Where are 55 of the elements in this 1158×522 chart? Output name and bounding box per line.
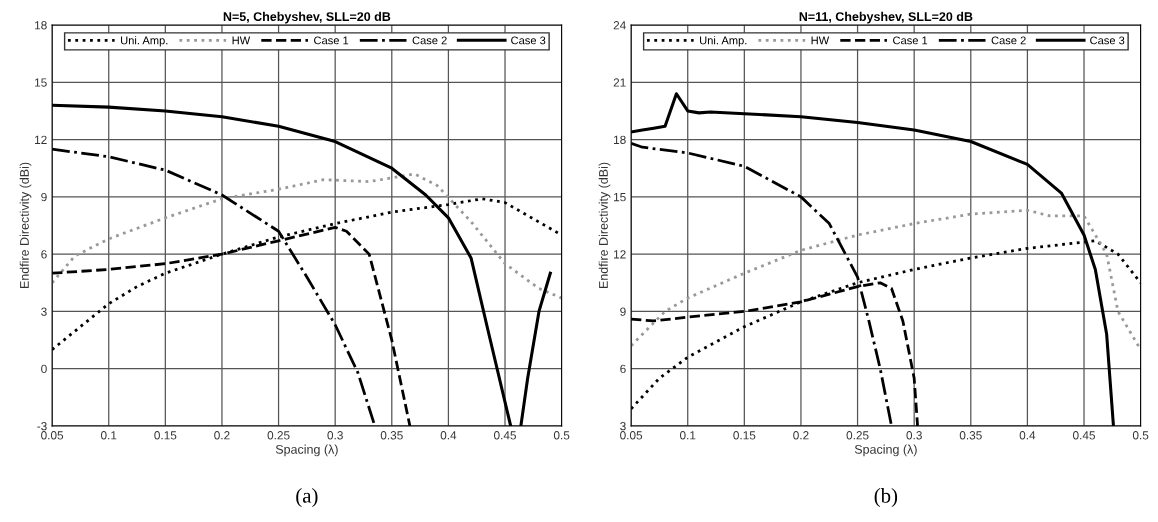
y-tick-label: 6 [620, 364, 626, 374]
y-tick-label: -3 [37, 421, 47, 431]
x-tick-label: 0.15 [733, 431, 756, 440]
text: (a) [296, 488, 318, 507]
legend-label: Uni. Amp. [700, 36, 747, 47]
legend-label: Uni. Amp. [121, 36, 168, 47]
x-tick-label: 0.15 [154, 431, 177, 440]
y-tick-label: 12 [614, 250, 626, 259]
legend-label: HW [232, 36, 251, 45]
y-tick-label: 24 [613, 21, 626, 30]
x-axis-title: Spacing (λ) [275, 444, 338, 457]
x-tick-label: 0.05 [41, 431, 64, 440]
x-tick-label: 0.3 [327, 431, 343, 440]
y-tick-label: 18 [614, 135, 626, 144]
x-tick-label: 0.5 [553, 431, 570, 440]
legend-label: Case 1 [314, 36, 349, 45]
x-tick-label: 0.1 [100, 431, 117, 440]
x-tick-label: 0.45 [493, 431, 517, 440]
y-tick-label: 12 [35, 135, 47, 144]
legend-label: Case 3 [511, 36, 546, 45]
y-tick-label: 3 [41, 307, 47, 316]
y-tick-label: 15 [614, 193, 626, 202]
x-tick-label: 0.25 [267, 431, 290, 440]
x-tick-label: 0.1 [679, 431, 696, 440]
y-tick-label: 0 [41, 364, 47, 374]
y-tick-label: 9 [620, 307, 626, 316]
legend-label: Case 2 [991, 36, 1026, 45]
text: (b) [874, 488, 898, 507]
x-tick-label: 0.4 [440, 431, 457, 440]
y-tick-label: 3 [620, 421, 626, 431]
x-tick-label: 0.3 [906, 431, 922, 440]
chart-title: N=5, Chebyshev, SLL=20 dB [223, 11, 391, 24]
y-tick-label: 18 [35, 21, 47, 30]
y-tick-label: 9 [41, 192, 47, 202]
x-tick-label: 0.5 [1132, 431, 1149, 440]
x-tick-label: 0.45 [1072, 431, 1096, 440]
x-tick-label: 0.05 [620, 431, 643, 440]
y-tick-label: 21 [613, 78, 626, 87]
x-tick-label: 0.35 [380, 431, 403, 440]
legend-label: Case 3 [1090, 36, 1125, 45]
y-tick-label: 6 [41, 250, 47, 259]
legend-label: Case 2 [412, 36, 447, 45]
x-tick-label: 0.35 [959, 431, 982, 440]
x-tick-label: 0.2 [793, 431, 809, 440]
legend-label: HW [811, 36, 830, 45]
y-axis-title: Endfire Directivity (dBi) [19, 162, 32, 289]
x-tick-label: 0.2 [214, 431, 230, 440]
legend-label: Case 1 [893, 36, 928, 45]
y-axis-title: Endfire Directivity (dBi) [598, 162, 611, 289]
x-axis-title: Spacing (λ) [854, 444, 917, 457]
x-tick-label: 0.4 [1019, 431, 1036, 440]
x-tick-label: 0.25 [846, 431, 869, 440]
line-series [52, 172, 562, 300]
y-tick-label: 15 [35, 78, 47, 87]
chart-title: N=11, Chebyshev, SLL=20 dB [799, 11, 973, 24]
